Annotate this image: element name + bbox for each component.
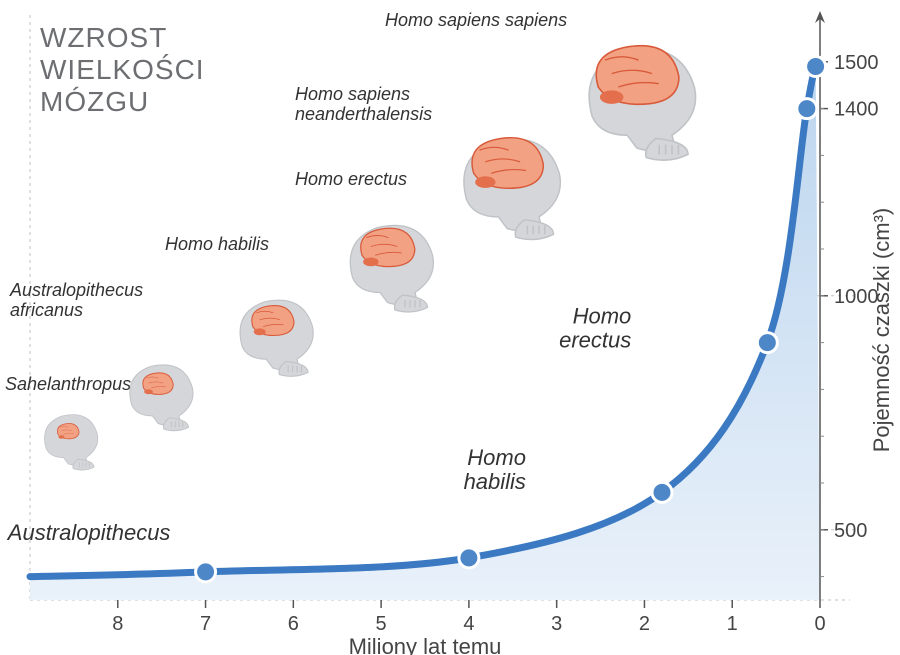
data-point [652,482,672,502]
y-tick: 1000 [834,286,879,308]
skull-icon [589,46,695,160]
chart-svg: 500 1000 1400 1500 8 7 6 5 4 3 2 1 0 Miliony lat temu… [0,0,900,655]
x-tick: 1 [727,613,738,635]
x-axis-title: Miliony lat temu [349,634,502,655]
y-tick: 1400 [834,99,879,121]
skull-label: Homo habilis [165,234,269,254]
x-tick: 0 [814,613,825,635]
data-point [196,562,216,582]
data-point [806,56,826,76]
y-tick: 500 [834,520,867,542]
x-tick: 7 [200,613,211,635]
data-point [757,333,777,353]
chart-container: WZROST WIELKOŚCI MÓZGU Pojemność czaszki… [0,0,900,655]
x-tick: 4 [463,613,474,635]
x-tick: 6 [288,613,299,635]
y-tick: 1500 [834,52,879,74]
x-tick: 5 [376,613,387,635]
skull-icon [240,300,313,376]
data-point [459,548,479,568]
skull-icon [130,365,193,431]
data-point [797,99,817,119]
skull-label: Homo sapiens sapiens [385,10,567,30]
x-tick: 2 [639,613,650,635]
skull-icon [464,138,560,240]
skull-label: Homo erectus [295,169,407,189]
skull-label: Sahelanthropus [5,374,131,394]
point-label: Australopithecus [6,520,171,545]
skull-label: africanus [10,300,83,320]
skull-label: Australopithecus [9,280,143,300]
point-label: habilis [464,469,526,494]
point-label: Homo [467,445,526,470]
point-label: Homo [573,304,632,329]
point-label: erectus [559,328,631,353]
x-tick: 8 [112,613,123,635]
skull-icon [350,225,433,312]
x-tick: 3 [551,613,562,635]
skull-icon [45,415,98,470]
skull-label: neanderthalensis [295,104,432,124]
skull-label: Homo sapiens [295,84,410,104]
